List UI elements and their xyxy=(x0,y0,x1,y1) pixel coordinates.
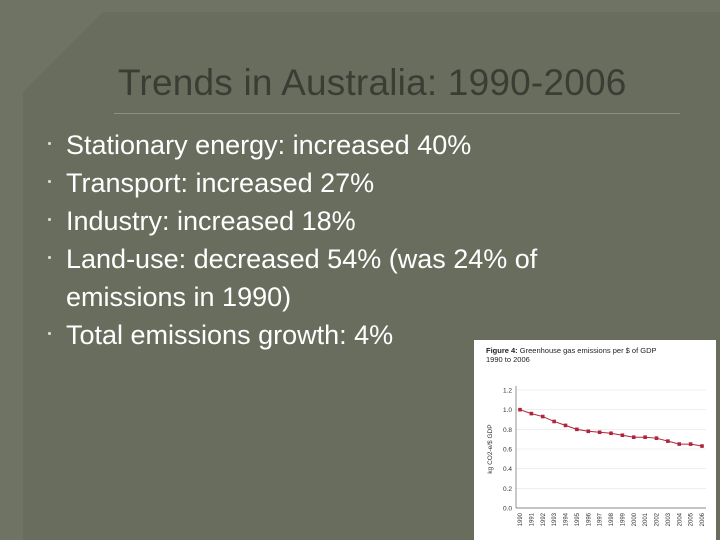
y-tick-label: 0.2 xyxy=(503,486,512,493)
x-tick-label: 1999 xyxy=(620,512,626,526)
bullet-icon xyxy=(48,256,51,259)
figure-caption-label: Figure 4: xyxy=(486,346,518,355)
bullet-icon xyxy=(48,218,51,221)
data-point xyxy=(688,442,693,446)
figure-caption-range: 1990 to 2006 xyxy=(486,355,530,364)
bullet-icon xyxy=(48,142,51,145)
bullet-list: Stationary energy: increased 40% Transpo… xyxy=(48,126,648,354)
data-point xyxy=(677,442,682,446)
figure-caption: Figure 4: Greenhouse gas emissions per $… xyxy=(486,346,714,364)
y-tick-label: 1.0 xyxy=(503,407,512,414)
data-point xyxy=(563,423,568,428)
data-point xyxy=(575,427,579,432)
y-tick-label: 0.6 xyxy=(503,447,512,454)
bullet-icon xyxy=(48,180,51,183)
data-point xyxy=(597,430,602,435)
emissions-line-chart: 0.0 0.2 0.4 0.6 0.8 1.0 1.2 kg CO2-e/$ GDP 1990 1… xyxy=(487,386,706,526)
x-tick-label: 2004 xyxy=(677,512,683,526)
x-tick-label: 1991 xyxy=(529,512,535,526)
x-tick-label: 2003 xyxy=(666,512,672,526)
bullet-text: Total emissions growth: 4% xyxy=(66,320,394,350)
bullet-item: Transport: increased 27% xyxy=(48,164,648,202)
bullet-item: Industry: increased 18% xyxy=(48,202,648,240)
x-tick-label: 1996 xyxy=(586,512,592,526)
series-line xyxy=(519,409,703,447)
x-tick-label: 1995 xyxy=(575,512,581,526)
slide-title: Trends in Australia: 1990-2006 xyxy=(118,62,627,103)
data-point xyxy=(552,419,556,424)
bullet-item: Land-use: decreased 54% (was 24% of emis… xyxy=(48,240,648,316)
data-point xyxy=(666,439,670,443)
title-divider xyxy=(114,113,680,114)
x-tick-label: 1994 xyxy=(564,512,570,526)
x-tick-label: 1993 xyxy=(552,512,558,526)
bullet-item: Stationary energy: increased 40% xyxy=(48,126,648,164)
data-point xyxy=(620,433,625,438)
x-tick-label: 2005 xyxy=(689,512,695,526)
y-tick-label: 0.0 xyxy=(503,506,512,513)
bullet-item: Total emissions growth: 4% xyxy=(48,316,648,354)
data-point xyxy=(631,435,636,439)
x-tick-label: 2000 xyxy=(632,512,638,526)
y-tick-label: 0.4 xyxy=(503,466,512,473)
x-tick-label: 1997 xyxy=(598,512,604,526)
y-axis-label: kg CO2-e/$ GDP xyxy=(487,424,494,473)
data-point xyxy=(700,444,704,448)
bullet-icon xyxy=(48,332,51,335)
emissions-chart-figure: Figure 4: Greenhouse gas emissions per $… xyxy=(474,340,716,540)
bullet-text: Land-use: decreased 54% (was 24% of emis… xyxy=(66,244,538,312)
x-tick-label: 1990 xyxy=(518,512,524,526)
data-point xyxy=(586,429,591,434)
data-point xyxy=(518,407,522,412)
data-point xyxy=(529,411,534,416)
y-tick-label: 1.2 xyxy=(503,388,512,395)
y-tick-label: 0.8 xyxy=(503,427,512,434)
figure-caption-text: Greenhouse gas emissions per $ of GDP xyxy=(519,346,657,355)
x-tick-label: 2001 xyxy=(643,512,649,526)
bullet-text: Transport: increased 27% xyxy=(66,168,375,198)
x-tick-label: 2002 xyxy=(655,512,661,526)
x-tick-label: 2006 xyxy=(700,512,706,526)
data-point xyxy=(643,435,647,439)
data-point xyxy=(654,436,659,440)
x-tick-label: 1998 xyxy=(609,512,615,526)
data-point xyxy=(540,414,545,419)
bullet-text: Industry: increased 18% xyxy=(66,206,356,236)
x-tick-label: 1992 xyxy=(541,512,547,526)
data-point xyxy=(609,431,613,436)
bullet-text: Stationary energy: increased 40% xyxy=(66,130,472,160)
